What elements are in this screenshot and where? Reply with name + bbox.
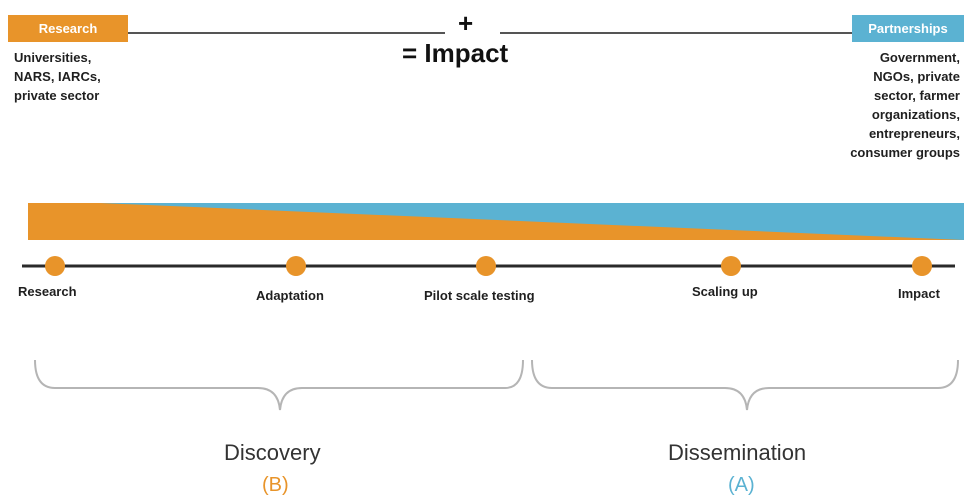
partnership-actors: Government, NGOs, private sector, farmer…: [850, 48, 960, 162]
dissemination-bracket: [531, 359, 959, 411]
partnership-actor-line: entrepreneurs,: [868, 126, 960, 141]
partnership-actor-line: sector, farmer: [874, 88, 960, 103]
partnership-actor-line: Government,: [879, 50, 960, 65]
research-actor-line: NARS, IARCs,: [14, 69, 101, 84]
research-tag: Research: [8, 15, 128, 42]
timeline-dot-impact: [912, 256, 932, 276]
stage-label-pilot: Pilot scale testing: [424, 288, 535, 303]
phase-dissemination: Dissemination: [668, 440, 807, 465]
phase-discovery: Discovery: [224, 440, 321, 465]
partnership-actor-line: consumer groups: [850, 145, 960, 160]
research-actors: Universities, NARS, IARCs, private secto…: [14, 48, 101, 105]
plus-sign: +: [458, 8, 474, 38]
timeline-dot-adaptation: [286, 256, 306, 276]
research-wedge: [28, 203, 964, 240]
stage-label-research: Research: [18, 284, 77, 299]
timeline-dot-research: [45, 256, 65, 276]
partnership-actor-line: NGOs, private: [873, 69, 960, 84]
phase-discovery-letter: (B): [262, 474, 289, 496]
timeline-dot-pilot: [476, 256, 496, 276]
partnerships-tag: Partnerships: [852, 15, 964, 42]
stage-label-adaptation: Adaptation: [256, 288, 324, 303]
stage-label-scaling: Scaling up: [692, 284, 758, 299]
partnership-actor-line: organizations,: [871, 107, 960, 122]
discovery-bracket: [34, 359, 524, 411]
research-actor-line: Universities,: [14, 50, 92, 65]
stage-label-impact: Impact: [898, 286, 940, 301]
research-actor-line: private sector: [14, 88, 100, 103]
timeline-dot-scaling: [721, 256, 741, 276]
impact-title: = Impact: [402, 38, 509, 68]
phase-dissemination-letter: (A): [728, 474, 755, 496]
